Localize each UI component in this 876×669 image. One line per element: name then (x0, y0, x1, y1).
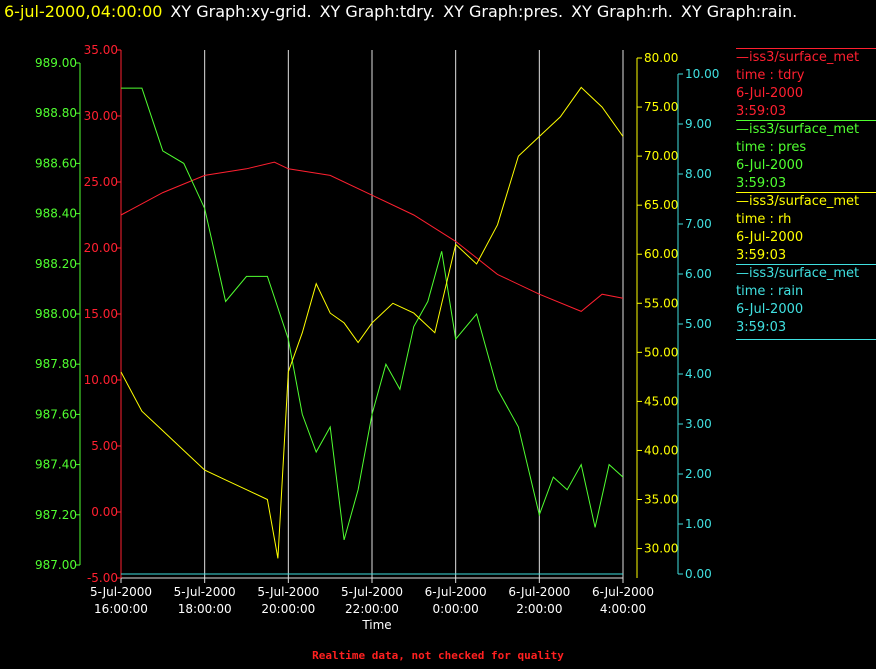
header-title-grid: XY Graph:xy-grid. (170, 2, 312, 21)
rain-tick-label: 8.00 (685, 167, 712, 181)
quality-note: Realtime data, not checked for quality (312, 649, 564, 662)
header-timestamp: 6-jul-2000,04:00:00 (4, 2, 163, 21)
x-axis-label: Time (361, 618, 391, 632)
pres-tick-label: 988.40 (35, 207, 77, 221)
tdry-tick-label: 25.00 (84, 175, 118, 189)
rh-tick-label: 30.00 (644, 542, 678, 556)
legend-rh-date: 6-Jul-2000 (736, 230, 804, 245)
legend-pres-source: —iss3/surface_met (736, 122, 860, 137)
pres-tick-label: 987.60 (35, 407, 77, 421)
pres-tick-label: 989.00 (35, 56, 77, 70)
legend-rh-source: —iss3/surface_met (736, 194, 860, 209)
header-title-tdry: XY Graph:tdry. (319, 2, 436, 21)
legend-rain-source: —iss3/surface_met (736, 266, 860, 281)
x-tick-date-label: 5-Jul-2000 (174, 585, 236, 599)
legend-rain-rule (736, 264, 876, 265)
tdry-tick-label: 20.00 (84, 241, 118, 255)
header-title-rain: XY Graph:rain. (680, 2, 798, 21)
tdry-tick-label: 35.00 (84, 43, 118, 57)
rain-tick-label: 0.00 (685, 567, 712, 581)
legend-rain-field: time : rain (736, 284, 804, 299)
tdry-tick-label: 15.00 (84, 307, 118, 321)
x-tick-time-label: 2:00:00 (516, 602, 562, 616)
legend-pres-field: time : pres (736, 140, 807, 155)
x-tick-time-label: 0:00:00 (433, 602, 479, 616)
header-title-pres: XY Graph:pres. (443, 2, 564, 21)
legend-tdry-date: 6-Jul-2000 (736, 86, 804, 101)
x-tick-time-label: 18:00:00 (178, 602, 232, 616)
pres-tick-label: 987.40 (35, 458, 77, 472)
legend-pres-rule (736, 120, 876, 121)
rh-tick-label: 50.00 (644, 345, 678, 359)
legend-end-rule (736, 339, 876, 340)
pres-tick-label: 987.20 (35, 508, 77, 522)
pres-tick-label: 987.80 (35, 357, 77, 371)
legend-tdry: —iss3/surface_met time : tdry 6-Jul-2000… (736, 48, 876, 121)
x-tick-date-label: 6-Jul-2000 (592, 585, 654, 599)
legend-rain: —iss3/surface_met time : rain 6-Jul-2000… (736, 264, 876, 340)
rh-tick-label: 55.00 (644, 296, 678, 310)
legend-rain-time: 3:59:03 (736, 320, 787, 335)
rh-tick-label: 45.00 (644, 394, 678, 408)
rain-tick-label: 2.00 (685, 467, 712, 481)
pres-tick-label: 987.00 (35, 558, 77, 572)
legend-pres-time: 3:59:03 (736, 176, 787, 191)
rh-tick-label: 65.00 (644, 198, 678, 212)
rh-series-line (120, 86, 624, 559)
legend-rh-rule (736, 192, 876, 193)
legend-pres-date: 6-Jul-2000 (736, 158, 804, 173)
rain-tick-label: 7.00 (685, 217, 712, 231)
pres-tick-label: 988.60 (35, 156, 77, 170)
pres-tick-label: 988.00 (35, 307, 77, 321)
legend-tdry-field: time : tdry (736, 68, 805, 83)
x-tick-date-label: 5-Jul-2000 (90, 585, 152, 599)
legend-rh-time: 3:59:03 (736, 248, 787, 263)
x-tick-time-label: 22:00:00 (345, 602, 399, 616)
tdry-tick-label: 5.00 (91, 439, 118, 453)
x-tick-time-label: 4:00:00 (600, 602, 646, 616)
x-tick-date-label: 5-Jul-2000 (257, 585, 319, 599)
legend-tdry-rule (736, 48, 876, 49)
header-title-rh: XY Graph:rh. (571, 2, 673, 21)
legend-tdry-time: 3:59:03 (736, 104, 787, 119)
x-tick-date-label: 5-Jul-2000 (341, 585, 403, 599)
x-tick-date-label: 6-Jul-2000 (508, 585, 570, 599)
tdry-tick-label: -5.00 (87, 571, 118, 585)
pres-tick-label: 988.20 (35, 257, 77, 271)
tdry-tick-label: 30.00 (84, 109, 118, 123)
tdry-tick-label: 0.00 (91, 505, 118, 519)
tdry-series-line (120, 161, 624, 312)
tdry-tick-label: 10.00 (84, 373, 118, 387)
rain-tick-label: 1.00 (685, 517, 712, 531)
rain-tick-label: 10.00 (685, 67, 719, 81)
pres-series-line (121, 87, 624, 541)
rh-tick-label: 70.00 (644, 149, 678, 163)
rain-tick-label: 4.00 (685, 367, 712, 381)
rh-tick-label: 60.00 (644, 247, 678, 261)
rain-tick-label: 6.00 (685, 267, 712, 281)
legend-rh-field: time : rh (736, 212, 792, 227)
x-tick-time-label: 16:00:00 (94, 602, 148, 616)
rh-tick-label: 75.00 (644, 100, 678, 114)
x-tick-date-label: 6-Jul-2000 (425, 585, 487, 599)
pres-tick-label: 988.80 (35, 106, 77, 120)
rain-tick-label: 9.00 (685, 117, 712, 131)
rain-tick-label: 5.00 (685, 317, 712, 331)
rain-tick-label: 3.00 (685, 417, 712, 431)
legend-pres: —iss3/surface_met time : pres 6-Jul-2000… (736, 120, 876, 193)
rh-tick-label: 35.00 (644, 493, 678, 507)
chart-header: 6-jul-2000,04:00:00 XY Graph:xy-grid. XY G… (4, 2, 797, 22)
rh-tick-label: 80.00 (644, 51, 678, 65)
legend-rh: —iss3/surface_met time : rh 6-Jul-2000 3… (736, 192, 876, 265)
legend-tdry-source: —iss3/surface_met (736, 50, 860, 65)
legend-rain-date: 6-Jul-2000 (736, 302, 804, 317)
x-tick-time-label: 20:00:00 (261, 602, 315, 616)
rh-tick-label: 40.00 (644, 443, 678, 457)
